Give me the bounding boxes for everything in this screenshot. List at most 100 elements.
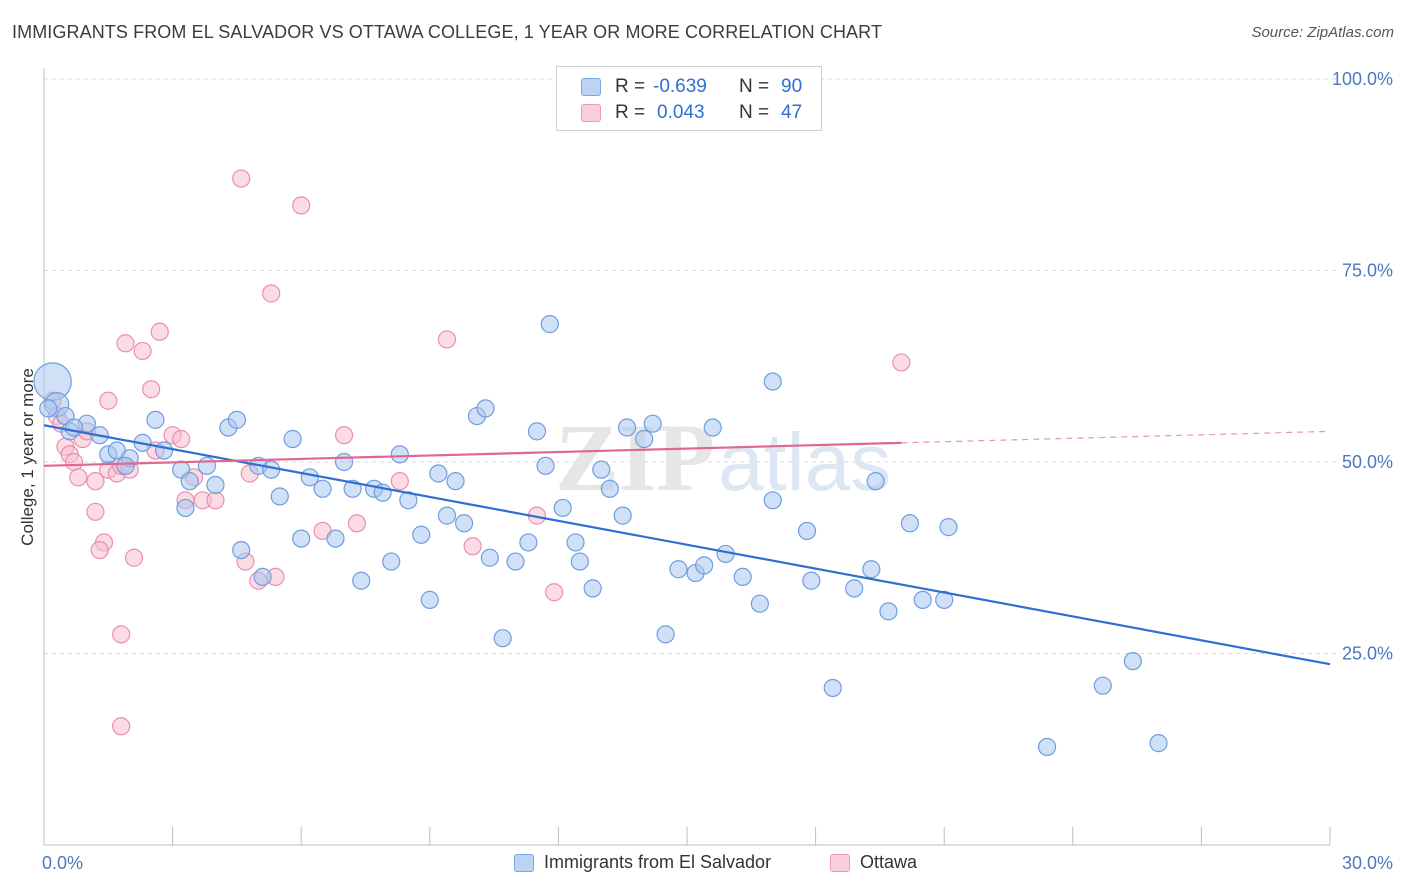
el-salvador-point <box>797 521 817 541</box>
el-salvador-point <box>154 441 174 460</box>
ottawa-point <box>232 169 251 188</box>
el-salvador-point <box>540 315 559 334</box>
el-salvador-point <box>763 372 782 391</box>
el-salvador-point <box>399 491 418 510</box>
series-swatch-blue <box>514 853 534 872</box>
ottawa-point <box>142 380 161 399</box>
el-salvador-point <box>536 456 555 475</box>
el-salvador-point <box>592 460 611 479</box>
el-salvador-point <box>1093 676 1112 695</box>
ottawa-point <box>124 548 144 567</box>
el-salvador-point <box>566 533 585 552</box>
el-salvador-point <box>176 498 195 518</box>
y-tick-label: 75.0% <box>1342 261 1393 281</box>
series-legend: Immigrants from El Salvador Ottawa <box>0 852 1406 876</box>
el-salvador-point <box>206 475 225 495</box>
el-salvador-point <box>656 625 675 644</box>
ottawa-point <box>99 391 118 410</box>
x-tick-label: 0.0% <box>42 853 83 873</box>
ottawa-point <box>112 625 131 644</box>
el-salvador-point <box>352 571 371 590</box>
el-salvador-point <box>116 456 135 475</box>
ottawa-point <box>116 334 135 353</box>
el-salvador-point <box>913 590 932 609</box>
el-salvador-point <box>643 414 662 433</box>
el-salvador-point <box>197 456 216 475</box>
ottawa-point <box>892 353 911 372</box>
el-salvador-point <box>733 567 752 587</box>
el-salvador-point <box>390 445 409 464</box>
el-salvador-point <box>635 429 654 449</box>
el-salvador-point <box>227 410 246 429</box>
y-tick-label: 50.0% <box>1342 452 1393 472</box>
series-legend-el-salvador[interactable]: Immigrants from El Salvador <box>514 852 771 873</box>
el-salvador-point <box>1149 734 1168 753</box>
x-tick-label: 30.0% <box>1342 853 1393 873</box>
y-tick-label: 100.0% <box>1332 69 1393 89</box>
el-salvador-point <box>446 472 465 491</box>
el-salvador-points <box>33 315 1168 757</box>
y-tick-label: 25.0% <box>1342 644 1393 664</box>
ottawa-point <box>463 537 482 556</box>
el-salvador-point <box>703 418 722 437</box>
ottawa-point <box>133 341 152 361</box>
legend-swatch-blue <box>581 78 601 96</box>
el-salvador-point <box>519 533 538 552</box>
ottawa-point <box>69 468 88 487</box>
el-salvador-point <box>493 629 512 648</box>
legend-r-label: R = <box>615 76 646 97</box>
el-salvador-point <box>862 560 881 579</box>
ottawa-point <box>437 330 457 349</box>
el-salvador-point <box>669 560 688 579</box>
el-salvador-point <box>420 590 439 609</box>
el-salvador-point <box>823 678 842 698</box>
series-label-el-salvador: Immigrants from El Salvador <box>544 852 772 872</box>
ottawa-trend-line <box>43 441 902 467</box>
el-salvador-point <box>437 506 457 525</box>
ottawa-trend-extension <box>901 430 1331 444</box>
el-salvador-point <box>600 479 619 498</box>
ottawa-point <box>150 322 169 341</box>
el-salvador-point <box>334 452 354 472</box>
legend-r-value: 0.043 <box>657 102 705 123</box>
el-salvador-point <box>802 571 821 590</box>
y-axis-title: College, 1 year or more <box>18 368 37 546</box>
ottawa-point <box>334 426 354 445</box>
el-salvador-trend-line <box>43 424 1331 666</box>
legend-swatch-pink <box>581 104 601 122</box>
el-salvador-point <box>1037 737 1057 757</box>
axes <box>43 68 1331 846</box>
el-salvador-point <box>476 399 495 418</box>
el-salvador-point <box>232 540 251 560</box>
ottawa-point <box>545 583 564 602</box>
el-salvador-point <box>146 410 165 429</box>
el-salvador-point <box>39 399 58 418</box>
el-salvador-point <box>939 518 958 537</box>
el-salvador-point <box>935 590 954 609</box>
x-tick-labels: 0.0% 30.0% <box>42 853 1393 873</box>
el-salvador-point <box>750 594 769 613</box>
el-salvador-point <box>313 479 332 498</box>
el-salvador-point <box>879 602 898 621</box>
ottawa-point <box>86 472 105 491</box>
legend-n-value: 90 <box>781 76 803 97</box>
series-swatch-pink <box>830 853 850 872</box>
ottawa-point <box>206 491 225 510</box>
series-legend-ottawa[interactable]: Ottawa <box>830 852 917 873</box>
ottawa-point <box>86 502 105 521</box>
watermark-zip: ZIP <box>555 404 715 511</box>
y-tick-labels: 25.0% 50.0% 75.0% 100.0% <box>1332 69 1393 664</box>
el-salvador-point <box>866 472 885 491</box>
legend-n-label: N = <box>739 102 770 123</box>
el-salvador-point <box>180 472 199 491</box>
el-salvador-point <box>64 418 84 437</box>
el-salvador-point <box>570 552 589 571</box>
el-salvador-point <box>382 552 401 571</box>
el-salvador-point <box>283 429 302 449</box>
el-salvador-point <box>763 491 782 510</box>
ottawa-point <box>64 452 84 472</box>
ottawa-point <box>390 472 409 491</box>
trend-lines <box>43 424 1331 666</box>
legend-n-label: N = <box>739 76 770 97</box>
